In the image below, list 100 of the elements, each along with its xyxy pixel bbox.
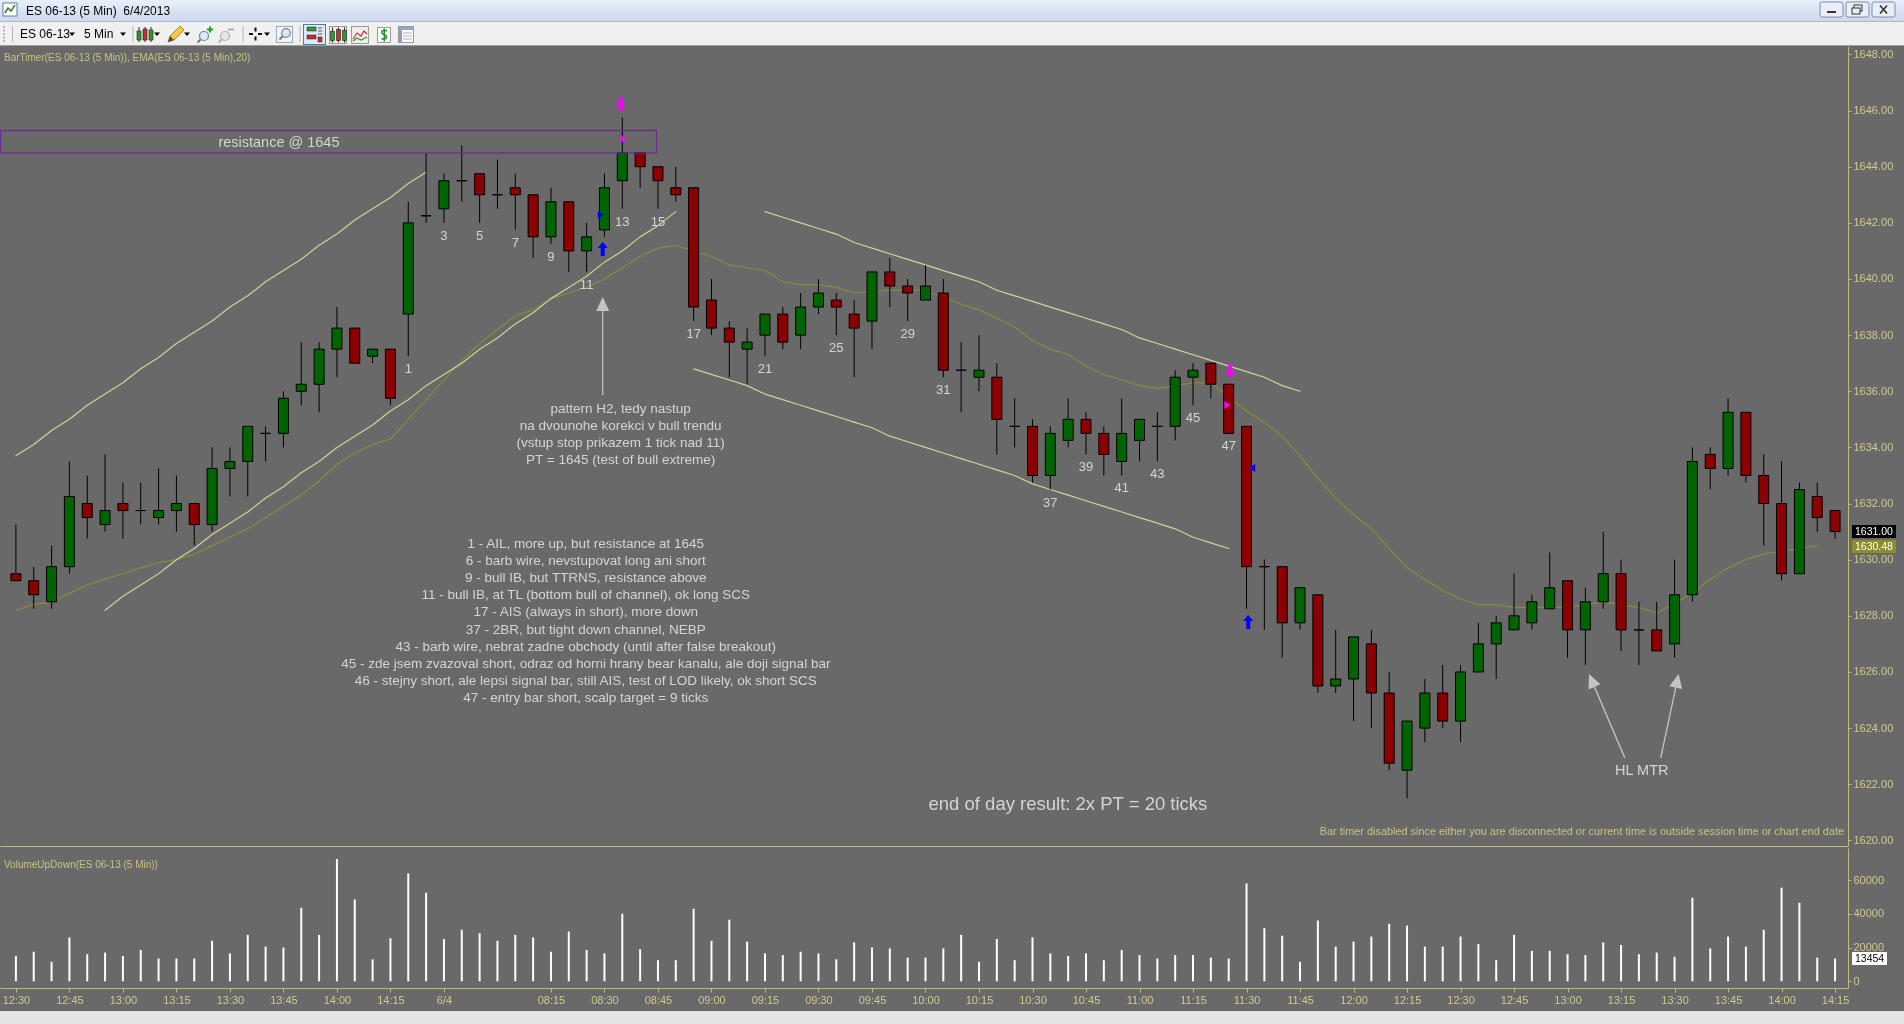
- candlestick: [1062, 397, 1074, 448]
- candlestick: [884, 257, 896, 308]
- y-tick-label: 1640.00: [1853, 272, 1894, 285]
- x-tick-label: 13:15: [1607, 993, 1636, 1006]
- bar: [514, 934, 517, 982]
- candlestick: [723, 320, 735, 378]
- text: 11: [579, 276, 594, 292]
- text: 41: [1114, 480, 1129, 496]
- candlestick: [188, 503, 200, 547]
- bar: [1816, 957, 1819, 982]
- chart-title: ES 06-13 (5 Min) 6/4/2013: [26, 4, 171, 18]
- bar: [264, 946, 267, 982]
- bar: [425, 892, 428, 982]
- bar: [335, 858, 338, 982]
- bar: [870, 947, 873, 982]
- x-tick-label: 09:30: [805, 993, 833, 1006]
- y-tick-label: 1648.00: [1853, 47, 1894, 60]
- text: 1630.48: [1852, 539, 1896, 553]
- candlestick: [1205, 362, 1217, 399]
- x-tick-label: 12:15: [1393, 993, 1422, 1006]
- bar: [1780, 887, 1783, 982]
- y-tick-label: 60000: [1853, 873, 1885, 886]
- bar: [621, 913, 624, 982]
- x-tick-label: 13:15: [163, 993, 191, 1006]
- candlestick: [99, 453, 111, 533]
- candlestick: [1187, 362, 1199, 406]
- line-series: [15, 171, 427, 457]
- bar: [1477, 944, 1480, 982]
- x-tick-label: 10:30: [1019, 993, 1047, 1006]
- text: 45: [1185, 410, 1201, 426]
- text: 13454: [1852, 952, 1888, 966]
- bar: [532, 937, 535, 982]
- candlestick: [260, 425, 272, 462]
- bar: [603, 953, 606, 982]
- candlestick: [456, 145, 468, 203]
- bar: [1495, 960, 1498, 982]
- candlestick: [1134, 418, 1146, 462]
- y-tick-label: 1642.00: [1853, 216, 1894, 229]
- bar: [1655, 952, 1658, 982]
- x-tick-label: 12:30: [1447, 993, 1475, 1006]
- text: 39: [1078, 459, 1094, 475]
- candlestick: [830, 292, 842, 336]
- bar: [1299, 961, 1302, 982]
- bar: [1281, 935, 1284, 982]
- candlestick: [224, 446, 236, 498]
- x-tick-label: 13:30: [216, 993, 245, 1006]
- candlestick: [652, 166, 664, 210]
- bar: [104, 952, 107, 982]
- x-tick-label: 14:00: [323, 993, 352, 1006]
- annotation: pattern H2, tedy nastup na dvounohe korekci v bull trendu (vstup stop prikazem 1 tick nad 11) PT = 1645 (test of bull extreme): [516, 399, 725, 468]
- text: 31: [936, 382, 951, 398]
- bar: [1316, 920, 1319, 982]
- bar: [1691, 897, 1694, 982]
- candlestick: [1829, 510, 1841, 540]
- text: 47: [1221, 438, 1236, 454]
- x-tick-label: 11:30: [1233, 993, 1261, 1006]
- candlestick: [331, 306, 343, 378]
- bar: [389, 938, 392, 982]
- x-tick-label: 12:30: [2, 993, 31, 1006]
- bar: [1620, 944, 1623, 982]
- bar: [68, 937, 71, 982]
- candlestick: [812, 278, 824, 315]
- y-tick-label: 1620.00: [1853, 833, 1894, 846]
- text: 1 - AIL, more up, but resistance at 1645 6 - barb wire, nevstupovat long ani short 9 - bull IB, but TTRNS, resistance above 11 - bull IB, at TL (bottom bull of channel), ok long SCS 17 - AIS (always in short), more down 37 - 2BR, but tight down channel, NEBP 43 - barb wire, nebrat zadne obchody (until after false breakout) 45 - zde jsem zvazoval short, odraz od horni hrany bear kanalu, ale doji signal bar 46 - stejny short, ale lepsi signal bar, still AIS, test of LOD likely, ok short SCS 47 - entry bar short, scalp target = 9 ticks: [341, 535, 831, 706]
- text: ES 06-13: [20, 26, 71, 42]
- bar: [478, 933, 481, 982]
- x-tick-label: 12:45: [56, 993, 84, 1006]
- x-tick-label: 13:45: [270, 993, 298, 1006]
- y-tick-label: 1628.00: [1853, 609, 1894, 622]
- candlestick: [1490, 615, 1502, 680]
- candlestick: [1080, 411, 1092, 455]
- x-tick-label: 08:15: [537, 993, 566, 1006]
- bar: [1067, 955, 1070, 982]
- bar: [282, 947, 285, 982]
- bar: [835, 959, 838, 982]
- y-tick-label: 1644.00: [1853, 160, 1894, 173]
- text: 5: [475, 227, 484, 243]
- candlestick: [1151, 411, 1163, 462]
- text: 21: [757, 361, 773, 377]
- x-tick-label: 13:45: [1714, 993, 1743, 1006]
- candlestick: [491, 159, 503, 210]
- bar: [1584, 955, 1587, 982]
- y-tick-label: 0: [1853, 974, 1860, 987]
- text: 17: [686, 326, 701, 342]
- x-tick-label: 09:15: [751, 993, 780, 1006]
- x-tick-label: 13:00: [109, 993, 138, 1006]
- bar: [1049, 953, 1052, 982]
- bar: [1174, 955, 1177, 982]
- text: 5 Min: [84, 26, 114, 42]
- bar: [157, 958, 160, 982]
- text: 9: [547, 248, 555, 264]
- bar: [853, 942, 856, 982]
- x-tick-label: 13:30: [1661, 993, 1689, 1006]
- text: 43: [1150, 466, 1165, 482]
- bar: [1209, 957, 1212, 982]
- bar: [781, 955, 784, 982]
- annotation: BarTimer(ES 06-13 (5 Min)), EMA(ES 06-13 (5 Min),20): [3, 51, 251, 65]
- bar: [193, 958, 196, 982]
- bar: [211, 940, 214, 982]
- bar: [1031, 937, 1034, 982]
